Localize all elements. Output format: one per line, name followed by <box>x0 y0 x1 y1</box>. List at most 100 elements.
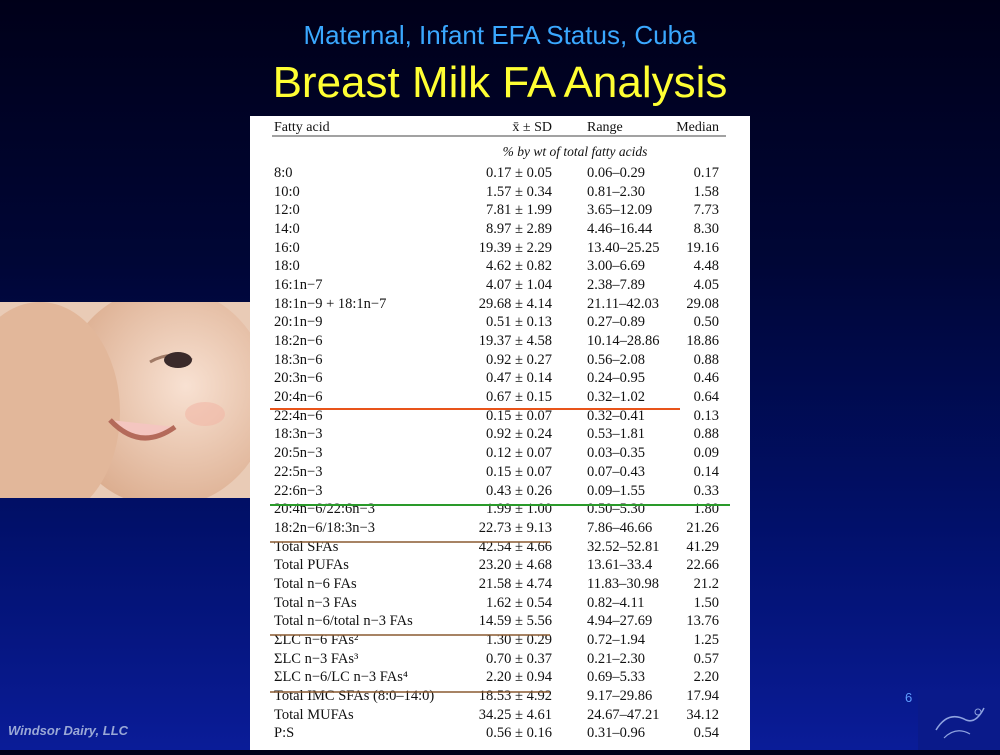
table-row: 10:0 1.57 ± 0.34 0.81–2.30 1.58 <box>250 183 750 202</box>
table-row: Total SFAs 42.54 ± 4.66 32.52–52.81 41.29 <box>250 538 750 557</box>
median-cell: 7.73 <box>693 202 719 219</box>
median-cell: 17.94 <box>686 688 719 705</box>
fatty-acid-cell: Total n−3 FAs <box>274 594 357 611</box>
mean-sd-cell: 1.57 ± 0.34 <box>486 183 552 200</box>
table-row: 22:4n−6 0.15 ± 0.07 0.32–0.41 0.13 <box>250 407 750 426</box>
mean-sd-cell: 29.68 ± 4.14 <box>478 295 552 312</box>
range-cell: 24.67–47.21 <box>586 706 660 723</box>
range-cell: 0.07–0.43 <box>586 463 645 480</box>
median-cell: 2.20 <box>693 669 719 686</box>
mean-sd-cell: 18.53 ± 4.92 <box>478 688 552 705</box>
range-cell: 2.38–7.89 <box>586 276 645 293</box>
mean-sd-cell: 22.73 ± 9.13 <box>478 519 552 536</box>
median-cell: 0.88 <box>693 426 719 443</box>
median-cell: 21.26 <box>686 519 719 536</box>
mean-sd-cell: 0.12 ± 0.07 <box>486 445 552 462</box>
table-row: 22:6n−3 0.43 ± 0.26 0.09–1.55 0.33 <box>250 482 750 501</box>
median-cell: 19.16 <box>686 239 719 256</box>
mean-sd-cell: 2.20 ± 0.94 <box>486 669 552 686</box>
median-cell: 1.25 <box>693 632 719 649</box>
fatty-acid-cell: ΣLC n−3 FAs³ <box>274 650 359 667</box>
range-cell: 3.00–6.69 <box>586 258 645 275</box>
median-cell: 0.14 <box>693 463 719 480</box>
table-row: 8:0 0.17 ± 0.05 0.06–0.29 0.17 <box>250 164 750 183</box>
table-row: ΣLC n−6/LC n−3 FAs⁴ 2.20 ± 0.94 0.69–5.33 2… <box>250 669 750 688</box>
mean-sd-cell: 14.59 ± 5.56 <box>478 613 552 630</box>
fatty-acid-cell: ΣLC n−6 FAs² <box>274 632 359 649</box>
range-cell: 0.82–4.11 <box>586 594 645 611</box>
median-cell: 4.05 <box>693 276 719 293</box>
median-cell: 29.08 <box>686 295 719 312</box>
fatty-acid-cell: Total PUFAs <box>274 557 349 574</box>
table-row: 20:4n−6/22:6n−3 1.99 ± 1.00 0.50–5.30 1.80 <box>250 500 750 519</box>
table-row: Total IMC SFAs (8:0–14:0) 18.53 ± 4.92 9.1… <box>250 687 750 706</box>
median-cell: 22.66 <box>686 557 719 574</box>
slide-subtitle: Maternal, Infant EFA Status, Cuba <box>303 20 697 50</box>
mean-sd-cell: 1.62 ± 0.54 <box>486 594 552 611</box>
mean-sd-cell: 1.99 ± 1.00 <box>486 501 552 518</box>
fatty-acid-cell: 8:0 <box>274 164 293 181</box>
range-cell: 0.21–2.30 <box>586 650 645 667</box>
fatty-acid-cell: 20:4n−6 <box>274 389 323 406</box>
fatty-acid-cell: 14:0 <box>274 220 300 237</box>
fatty-acid-cell: 20:4n−6/22:6n−3 <box>274 501 375 518</box>
col-header-mean-sd: x̄ ± SD <box>512 120 552 135</box>
median-cell: 21.2 <box>693 575 719 592</box>
mean-sd-cell: 0.67 ± 0.15 <box>486 389 552 406</box>
table-row: 22:5n−3 0.15 ± 0.07 0.07–0.43 0.14 <box>250 463 750 482</box>
median-cell: 0.64 <box>693 389 719 406</box>
range-cell: 7.86–46.66 <box>586 519 653 536</box>
baby-photo <box>0 302 250 498</box>
table-row: ΣLC n−6 FAs² 1.30 ± 0.29 0.72–1.94 1.25 <box>250 631 750 650</box>
range-cell: 0.06–0.29 <box>586 164 645 181</box>
slide-title: Breast Milk FA Analysis <box>272 58 728 107</box>
median-cell: 1.50 <box>693 594 719 611</box>
fatty-acid-cell: 20:5n−3 <box>274 445 323 462</box>
table-row: 18:3n−6 0.92 ± 0.27 0.56–2.08 0.88 <box>250 351 750 370</box>
median-cell: 0.13 <box>693 407 719 424</box>
median-cell: 0.46 <box>693 370 719 387</box>
mean-sd-cell: 0.47 ± 0.14 <box>486 370 552 387</box>
fatty-acid-cell: 18:2n−6 <box>274 333 323 350</box>
mean-sd-cell: 19.37 ± 4.58 <box>478 333 552 350</box>
fatty-acid-cell: 18:0 <box>274 258 300 275</box>
windsor-logo <box>918 690 1000 750</box>
range-cell: 0.31–0.96 <box>586 725 645 742</box>
range-cell: 0.56–2.08 <box>586 351 645 368</box>
fatty-acid-cell: Total IMC SFAs (8:0–14:0) <box>274 688 435 705</box>
mean-sd-cell: 23.20 ± 4.68 <box>478 557 552 574</box>
median-cell: 1.80 <box>693 501 719 518</box>
range-cell: 0.53–1.81 <box>586 426 645 443</box>
median-cell: 8.30 <box>693 220 719 237</box>
range-cell: 0.72–1.94 <box>586 632 645 649</box>
fatty-acid-cell: 12:0 <box>274 202 300 219</box>
fatty-acid-cell: Total n−6/total n−3 FAs <box>274 613 413 630</box>
fatty-acid-cell: P:S <box>274 725 295 742</box>
table-row: 16:1n−7 4.07 ± 1.04 2.38–7.89 4.05 <box>250 276 750 295</box>
fatty-acid-cell: 18:3n−3 <box>274 426 323 443</box>
table-row: 18:3n−3 0.92 ± 0.24 0.53–1.81 0.88 <box>250 426 750 445</box>
table-row: Total n−6 FAs 21.58 ± 4.74 11.83–30.98 21.2 <box>250 575 750 594</box>
fatty-acid-cell: Total n−6 FAs <box>274 575 357 592</box>
table-row: 20:4n−6 0.67 ± 0.15 0.32–1.02 0.64 <box>250 388 750 407</box>
mean-sd-cell: 0.43 ± 0.26 <box>486 482 552 499</box>
table-row: P:S 0.56 ± 0.16 0.31–0.96 0.54 <box>250 725 750 744</box>
range-cell: 0.27–0.89 <box>586 314 645 331</box>
median-cell: 13.76 <box>686 613 719 630</box>
table-row: 18:2n−6 19.37 ± 4.58 10.14–28.86 18.86 <box>250 332 750 351</box>
median-cell: 41.29 <box>686 538 719 555</box>
range-cell: 0.50–5.30 <box>586 501 645 518</box>
fatty-acid-cell: 22:5n−3 <box>274 463 323 480</box>
range-cell: 9.17–29.86 <box>586 688 653 705</box>
table-row: 18:1n−9 + 18:1n−7 29.68 ± 4.14 21.11–42.03… <box>250 295 750 314</box>
footer-text: Windsor Dairy, LLC <box>8 723 129 738</box>
fatty-acid-cell: 16:0 <box>274 239 300 256</box>
unit-note: % by wt of total fatty acids <box>502 144 648 159</box>
col-header-fatty-acid: Fatty acid <box>274 120 330 135</box>
table-row: 20:3n−6 0.47 ± 0.14 0.24–0.95 0.46 <box>250 370 750 389</box>
range-cell: 0.24–0.95 <box>586 370 645 387</box>
median-cell: 0.09 <box>693 445 719 462</box>
range-cell: 3.65–12.09 <box>586 202 653 219</box>
table-row: ΣLC n−3 FAs³ 0.70 ± 0.37 0.21–2.30 0.57 <box>250 650 750 669</box>
table-header-row: Fatty acid x̄ ± SD Range Median <box>250 116 750 140</box>
